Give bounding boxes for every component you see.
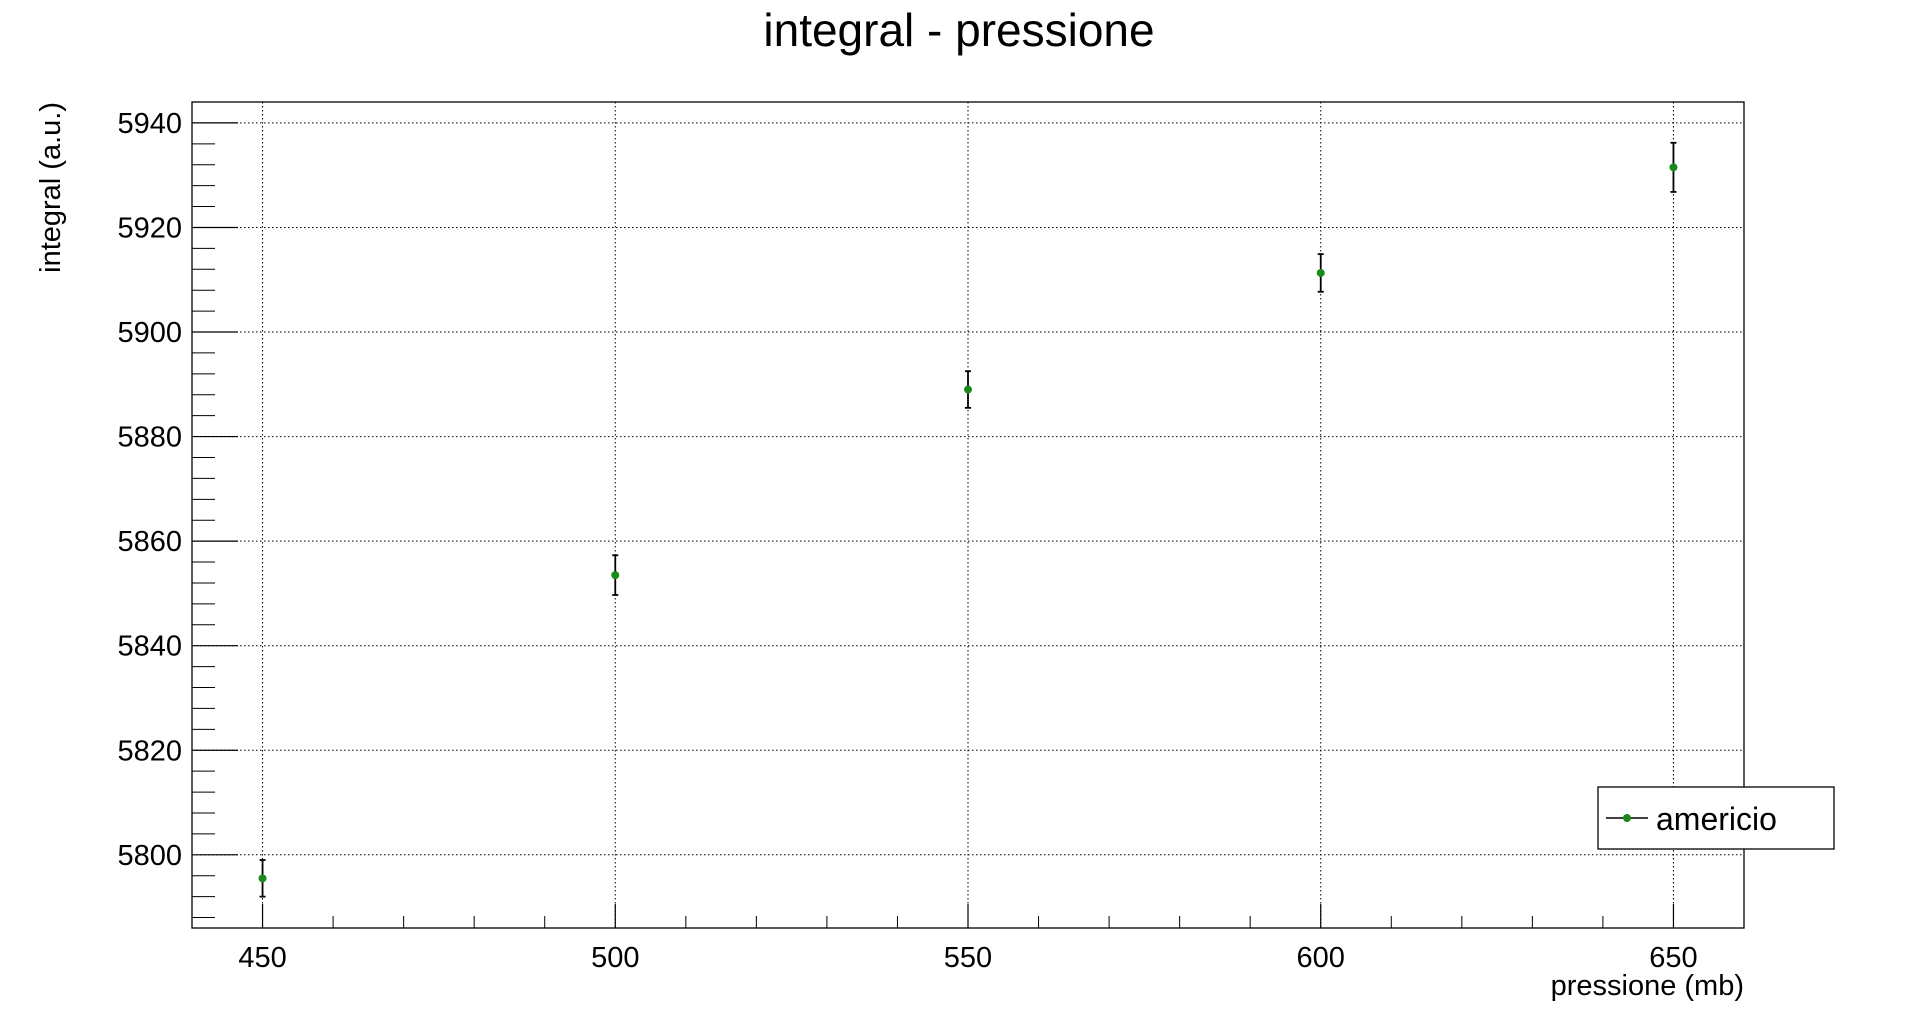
data-points <box>258 141 1678 898</box>
x-tick-label: 600 <box>1297 942 1345 974</box>
legend-label-americio: americio <box>1656 801 1777 837</box>
y-tick-label: 5820 <box>117 735 182 767</box>
data-point <box>258 874 267 883</box>
grid <box>192 102 1744 928</box>
y-tick-label: 5800 <box>117 840 182 872</box>
data-point <box>1316 268 1325 277</box>
x-tick-label: 450 <box>238 942 286 974</box>
data-point <box>964 385 972 394</box>
y-tick-label: 5940 <box>117 108 182 140</box>
y-tick-label: 5840 <box>117 631 182 663</box>
chart-title: integral - pressione <box>763 4 1154 56</box>
y-axis-label: integral (a.u.) <box>35 102 67 273</box>
legend-marker <box>1623 814 1631 822</box>
y-tick-label: 5900 <box>117 317 182 349</box>
y-tick-label: 5860 <box>117 526 182 558</box>
x-tick-label: 550 <box>944 942 992 974</box>
legend: americio <box>1597 786 1835 850</box>
y-tick-label: 5920 <box>117 212 182 244</box>
data-point <box>1669 163 1678 172</box>
x-tick-label: 650 <box>1649 942 1697 974</box>
y-tick-label: 5880 <box>117 422 182 454</box>
tick-labels: 450 500 550 600 650 5800 5820 5840 5860 5880 5900 5… <box>117 108 1697 974</box>
x-axis-label: pressione (mb) <box>1551 970 1744 1002</box>
axis-ticks <box>192 101 1675 928</box>
x-tick-label: 500 <box>591 942 639 974</box>
data-point <box>611 571 620 580</box>
